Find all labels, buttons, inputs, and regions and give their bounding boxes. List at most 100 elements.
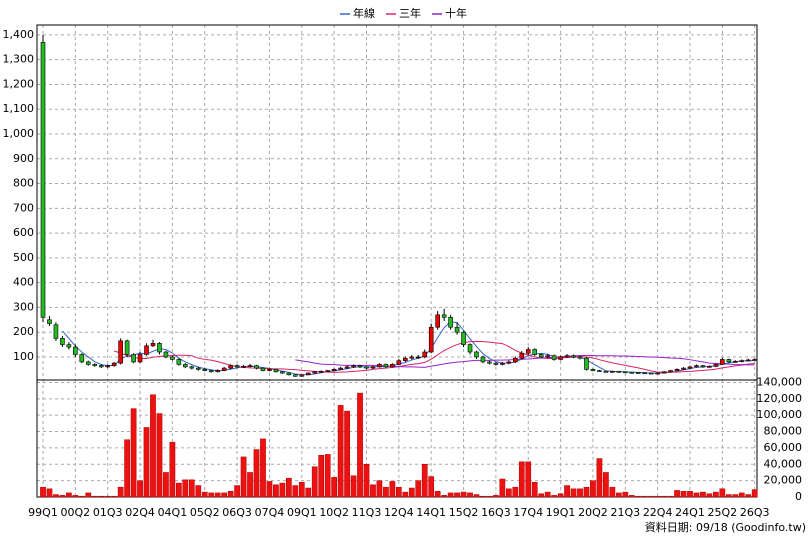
- volume-bar: [641, 495, 648, 498]
- candle-body: [603, 371, 609, 373]
- footer: 資料日期: 09/18 (Goodinfo.tw): [645, 520, 806, 534]
- candle-body: [752, 359, 758, 361]
- candle-body: [409, 356, 415, 359]
- candle-body: [739, 360, 745, 362]
- volume-bar: [674, 490, 680, 498]
- volume-bar: [78, 495, 85, 498]
- candle-body: [674, 369, 680, 371]
- volume-bar: [104, 495, 111, 498]
- volume-bar: [363, 464, 370, 498]
- candle-body: [105, 365, 110, 368]
- volume-bar: [667, 495, 674, 498]
- volume-bar: [344, 410, 350, 498]
- x-tick-label: 20Q2: [578, 506, 608, 519]
- candle-body: [377, 364, 382, 368]
- candle-body: [53, 324, 59, 339]
- candle-body: [564, 355, 570, 358]
- candle-body: [415, 356, 421, 359]
- candle-body: [532, 349, 538, 355]
- volume-bar: [628, 495, 635, 498]
- volume-bar: [318, 455, 325, 498]
- volume-bar: [590, 480, 596, 498]
- candle-body: [73, 346, 78, 355]
- candle-body: [286, 372, 292, 376]
- y2-tick-label: 60,000: [764, 441, 803, 454]
- y-tick-label: 800: [13, 177, 34, 190]
- volume-bar: [59, 495, 66, 498]
- volume-bar: [279, 482, 286, 498]
- volume-bar: [201, 491, 208, 498]
- y2-tick-label: 80,000: [764, 425, 803, 438]
- candle-body: [642, 372, 648, 375]
- candle-body: [396, 360, 402, 365]
- candle-body: [98, 365, 104, 368]
- candle-body: [538, 354, 544, 358]
- candle-body: [558, 356, 563, 360]
- candle-body: [195, 367, 201, 370]
- y-tick-label: 100: [13, 350, 34, 363]
- volume-bar: [428, 476, 435, 498]
- volume-bar: [370, 484, 376, 498]
- volume-bar: [544, 491, 551, 498]
- candle-body: [694, 365, 699, 368]
- volume-bar: [46, 488, 53, 498]
- candle-body: [448, 317, 453, 328]
- candle-body: [732, 361, 738, 363]
- candle-body: [610, 371, 615, 373]
- x-tick-label: 12Q4: [384, 506, 414, 519]
- candle-body: [170, 356, 175, 360]
- candle-body: [221, 367, 227, 371]
- x-tick-label: 17Q4: [513, 506, 543, 519]
- legend-label: 年線: [353, 6, 375, 20]
- candle-body: [461, 331, 466, 345]
- x-tick-label: 19Q1: [546, 506, 576, 519]
- candle-body: [403, 357, 408, 361]
- candle-body: [79, 354, 85, 363]
- candle-body: [454, 326, 460, 333]
- volume-bar: [176, 482, 182, 498]
- candle-body: [241, 366, 246, 368]
- x-tick-label: 07Q4: [255, 506, 285, 519]
- candle-body: [137, 354, 143, 363]
- volume-bar: [40, 486, 46, 498]
- volume-bar: [150, 394, 156, 498]
- volume-bar: [499, 478, 506, 498]
- candle-body: [687, 366, 693, 369]
- x-tick-label: 10Q2: [319, 506, 349, 519]
- candle-body: [150, 343, 156, 347]
- x-tick-label: 15Q2: [449, 506, 479, 519]
- volume-bar: [706, 493, 713, 498]
- candle-body: [487, 361, 492, 364]
- candle-body: [85, 361, 91, 365]
- volume-bar: [260, 438, 266, 498]
- volume-bar: [163, 472, 169, 498]
- candle-body: [254, 365, 259, 369]
- candle-body: [622, 371, 628, 374]
- x-tick-label: 00Q2: [61, 506, 91, 519]
- volume-bar: [441, 495, 447, 498]
- x-tick-label: 02Q4: [125, 506, 155, 519]
- x-tick-label: 09Q1: [287, 506, 317, 519]
- volume-bar: [169, 441, 176, 498]
- volume-bar: [447, 492, 454, 498]
- y-tick-label: 900: [13, 152, 34, 165]
- y-tick-label: 700: [13, 201, 34, 214]
- volume-bar: [98, 495, 105, 498]
- candle-body: [40, 42, 46, 318]
- candle-body: [390, 364, 395, 368]
- candle-body: [60, 338, 65, 345]
- volume-bar: [221, 492, 228, 498]
- candle-body: [157, 343, 162, 353]
- volume-bar: [111, 495, 118, 498]
- candle-body: [111, 362, 117, 366]
- volume-bar: [518, 461, 525, 498]
- candle-body: [590, 369, 596, 371]
- x-tick-label: 14Q1: [416, 506, 446, 519]
- candle-body: [124, 340, 130, 355]
- volume-bar: [473, 494, 480, 498]
- candle-body: [655, 372, 660, 375]
- candle-body: [525, 349, 531, 354]
- volume-bar: [713, 491, 719, 498]
- volume-bar: [208, 492, 215, 498]
- volume-bar: [725, 494, 732, 498]
